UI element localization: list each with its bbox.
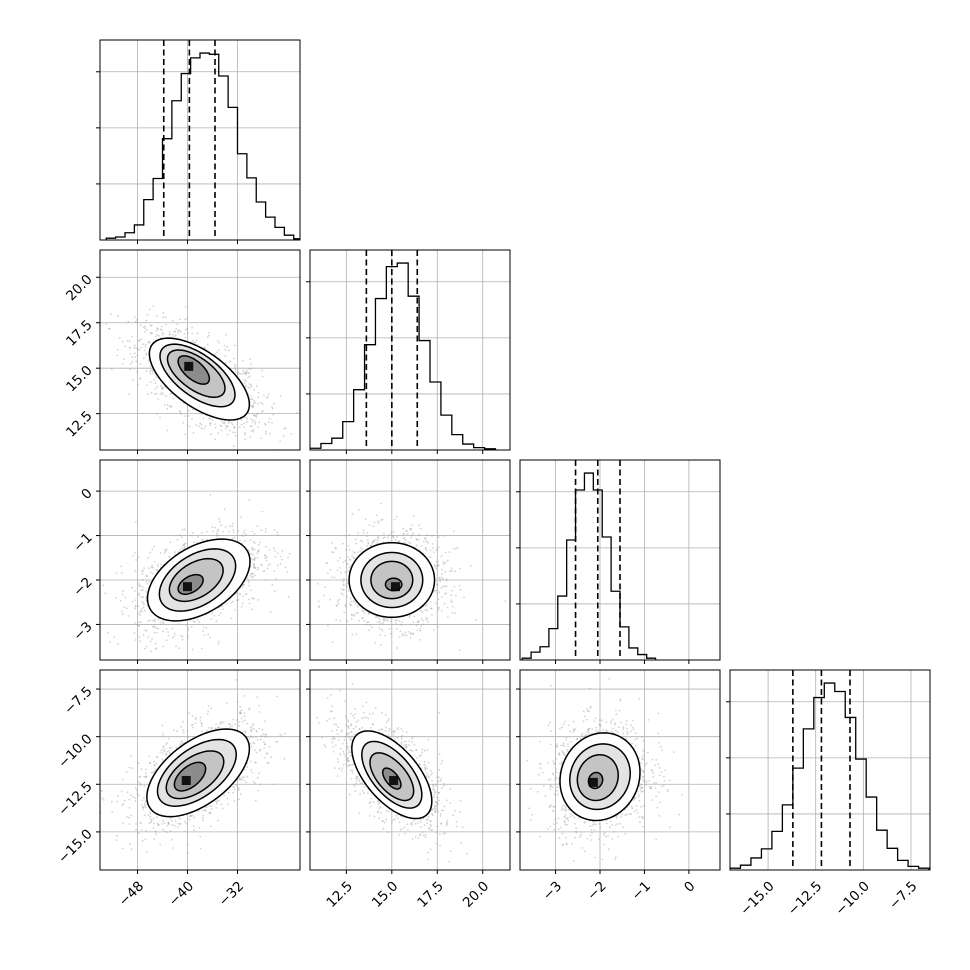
x-tick-label: −2 — [584, 878, 609, 903]
panel-content — [102, 493, 291, 660]
x-tick-label: 12.5 — [323, 878, 356, 911]
density-peak — [184, 361, 194, 371]
histogram-frame — [519, 459, 721, 661]
scatter-panel-1-2 — [96, 249, 301, 454]
panel-content — [310, 683, 468, 863]
histogram-step — [730, 682, 930, 870]
contour-line — [381, 767, 402, 790]
contour-line — [146, 538, 251, 622]
contour-line — [156, 738, 238, 807]
scatter-panel-2-4 — [306, 669, 511, 874]
y-tick-label: −15.0 — [55, 826, 96, 867]
panel-content — [526, 677, 683, 862]
x-tick-label: −32 — [216, 878, 247, 909]
histogram-bg — [730, 670, 930, 870]
histogram-bg — [310, 250, 510, 450]
density-peak — [181, 775, 191, 785]
contour-line — [370, 560, 414, 600]
y-tick-label: 15.0 — [63, 363, 96, 396]
contour-line — [158, 548, 237, 612]
panel-frame — [99, 669, 301, 871]
density-peak — [389, 775, 399, 785]
histogram-step — [521, 472, 657, 660]
contour-line — [165, 750, 225, 800]
density-peak — [183, 582, 192, 592]
contour-line — [168, 557, 224, 603]
contour-line — [360, 551, 424, 609]
y-tick-label: −7.5 — [61, 683, 95, 717]
x-tick-label: −15.0 — [737, 878, 778, 919]
y-tick-label: 17.5 — [63, 317, 96, 350]
contour-line — [569, 743, 631, 811]
panel-frame — [99, 459, 301, 661]
panel-content — [105, 305, 299, 450]
panel-frame — [519, 669, 721, 871]
histogram-frame — [309, 249, 511, 451]
contour-line — [146, 728, 251, 818]
y-tick-label: −3 — [70, 619, 95, 644]
histogram-frame — [99, 39, 301, 241]
y-tick-label: −2 — [70, 574, 95, 599]
y-tick-label: 0 — [78, 485, 95, 502]
contour-line — [148, 337, 251, 421]
contour-line — [361, 740, 423, 809]
panel-frame — [309, 459, 511, 661]
scatter-panel-3-4 — [516, 669, 721, 874]
contour-line — [348, 541, 436, 619]
x-tick-label: −48 — [116, 878, 147, 909]
contour-line — [351, 730, 433, 820]
contour-line — [173, 761, 207, 792]
contour-line — [177, 355, 211, 385]
contour-line — [166, 349, 226, 399]
density-peak — [390, 582, 400, 592]
contour-line — [159, 343, 236, 408]
y-tick-label: −1 — [70, 530, 95, 555]
x-tick-label: −1 — [629, 878, 654, 903]
y-tick-label: −12.5 — [55, 779, 96, 820]
panel-frame — [309, 669, 511, 871]
x-tick-label: 20.0 — [460, 878, 493, 911]
contour-line — [587, 771, 604, 790]
histogram-frame — [729, 669, 931, 871]
x-tick-label: −12.5 — [785, 878, 826, 919]
x-tick-label: −10.0 — [832, 878, 873, 919]
y-tick-label: 20.0 — [63, 272, 96, 305]
contour-line — [384, 577, 403, 592]
histogram-panel-2 — [306, 249, 511, 454]
histogram-panel-1 — [96, 39, 301, 244]
scatter-panel-1-4 — [96, 669, 301, 874]
histogram-bg — [100, 40, 300, 240]
histogram-step — [310, 262, 497, 450]
contour-line — [369, 752, 415, 802]
density-peak — [588, 777, 598, 787]
x-tick-label: −7.5 — [886, 878, 920, 912]
scatter-panel-2-3 — [306, 459, 511, 664]
contour-line — [177, 573, 204, 595]
contour-line — [559, 732, 641, 822]
histogram-panel-3 — [516, 459, 721, 664]
panel-content — [100, 679, 286, 855]
x-tick-label: 0 — [681, 878, 698, 895]
histogram-step — [105, 52, 300, 240]
y-tick-label: −10.0 — [55, 731, 96, 772]
y-tick-label: 12.5 — [63, 408, 96, 441]
x-tick-label: 15.0 — [369, 878, 402, 911]
scatter-panel-1-3 — [96, 459, 301, 664]
x-tick-label: −3 — [540, 878, 565, 903]
x-tick-label: 17.5 — [414, 878, 447, 911]
panel-frame — [99, 249, 301, 451]
panel-content — [316, 502, 507, 651]
x-tick-label: −40 — [166, 878, 197, 909]
histogram-panel-4 — [726, 669, 931, 871]
contour-line — [576, 754, 619, 802]
